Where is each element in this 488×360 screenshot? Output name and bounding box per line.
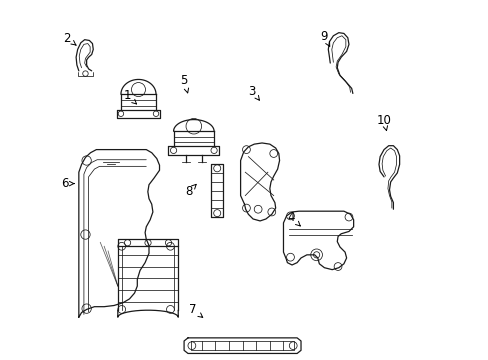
Text: 2: 2 [63, 32, 76, 45]
Text: 9: 9 [320, 30, 329, 46]
Text: 10: 10 [376, 114, 391, 131]
Text: 7: 7 [189, 303, 203, 318]
Text: 4: 4 [287, 211, 300, 226]
Text: 5: 5 [180, 74, 188, 93]
Text: 6: 6 [61, 177, 74, 190]
Text: 8: 8 [185, 184, 196, 198]
Text: 1: 1 [123, 89, 136, 104]
Text: 3: 3 [248, 85, 259, 100]
